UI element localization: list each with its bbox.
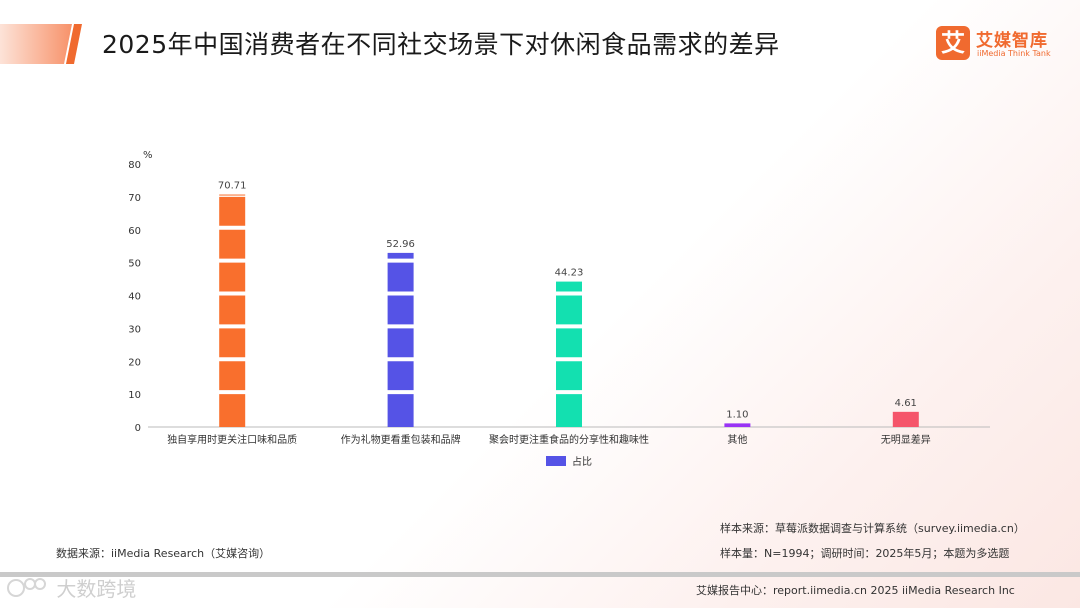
bar-segment bbox=[387, 252, 414, 259]
y-tick-label: 10 bbox=[128, 390, 141, 401]
watermark-text: 大数跨境 bbox=[56, 577, 137, 601]
watermark: 大数跨境 bbox=[6, 573, 136, 603]
bar-segment bbox=[219, 196, 246, 226]
legend-swatch bbox=[546, 456, 566, 466]
bar-segment bbox=[219, 295, 246, 325]
bar bbox=[556, 281, 582, 427]
footer-text: 艾媒报告中心：report.iimedia.cn 2025 iiMedia Re… bbox=[696, 584, 1015, 597]
page-title: 2025年中国消费者在不同社交场景下对休闲食品需求的差异 bbox=[102, 30, 780, 59]
bar-segment bbox=[219, 262, 246, 292]
x-category-label: 无明显差异 bbox=[881, 433, 931, 446]
bar-segment bbox=[556, 394, 582, 427]
y-tick-label: 40 bbox=[128, 292, 141, 303]
y-axis-unit: % bbox=[143, 150, 153, 161]
legend-label: 占比 bbox=[572, 455, 592, 468]
x-category-label: 聚会时更注重食品的分享性和趣味性 bbox=[489, 433, 649, 446]
watermark-logo-icon bbox=[7, 577, 46, 597]
footer-divider bbox=[0, 572, 1080, 577]
y-tick-label: 0 bbox=[135, 423, 141, 434]
y-tick-label: 30 bbox=[128, 324, 141, 335]
bar-segment bbox=[556, 295, 582, 325]
y-tick-label: 50 bbox=[128, 259, 141, 270]
bar-value-label: 1.10 bbox=[726, 409, 748, 420]
bar-value-label: 4.61 bbox=[895, 398, 917, 409]
bar bbox=[219, 194, 246, 427]
bar-value-label: 70.71 bbox=[218, 181, 247, 192]
x-category-label: 其他 bbox=[727, 433, 747, 446]
bar bbox=[724, 423, 751, 427]
bar-segment bbox=[219, 229, 246, 259]
bar-segment bbox=[219, 328, 246, 358]
bar-segment bbox=[556, 361, 582, 391]
x-category-label: 独自享用时更关注口味和品质 bbox=[167, 433, 297, 446]
logo-mark: 艾 bbox=[936, 26, 970, 60]
bar-segment bbox=[387, 361, 414, 391]
bar-segment bbox=[556, 281, 582, 292]
brand-logo: 艾 艾媒智库 iiMedia Think Tank bbox=[936, 22, 1066, 66]
bar-segment bbox=[219, 394, 246, 427]
logo-name: 艾媒智库 bbox=[976, 31, 1048, 51]
bar bbox=[892, 411, 919, 427]
bar-segment bbox=[219, 194, 246, 196]
bar-segment bbox=[556, 328, 582, 358]
bar-value-label: 44.23 bbox=[555, 268, 584, 279]
logo-subtitle: iiMedia Think Tank bbox=[977, 49, 1051, 58]
x-category-label: 作为礼物更看重包装和品牌 bbox=[341, 433, 461, 446]
bar bbox=[387, 252, 414, 427]
bar-segment bbox=[219, 361, 246, 391]
bar-segment bbox=[387, 262, 414, 292]
bar-value-label: 52.96 bbox=[386, 239, 415, 250]
data-source-note: 数据来源：iiMedia Research（艾媒咨询） bbox=[56, 547, 271, 560]
bar-segment bbox=[724, 423, 751, 427]
bar-segment bbox=[387, 394, 414, 427]
bar-segment bbox=[387, 295, 414, 325]
y-tick-label: 60 bbox=[128, 226, 141, 237]
bar-segment bbox=[387, 328, 414, 358]
sample-size-note: 样本量：N=1994；调研时间：2025年5月；本题为多选题 bbox=[720, 547, 1010, 560]
bar-segment bbox=[892, 411, 919, 427]
y-tick-label: 70 bbox=[128, 193, 141, 204]
y-tick-label: 20 bbox=[128, 357, 141, 368]
y-tick-label: 80 bbox=[128, 160, 141, 171]
sample-source-note: 样本来源：草莓派数据调查与计算系统（survey.iimedia.cn） bbox=[720, 522, 1025, 535]
title-accent-bar bbox=[0, 24, 82, 64]
